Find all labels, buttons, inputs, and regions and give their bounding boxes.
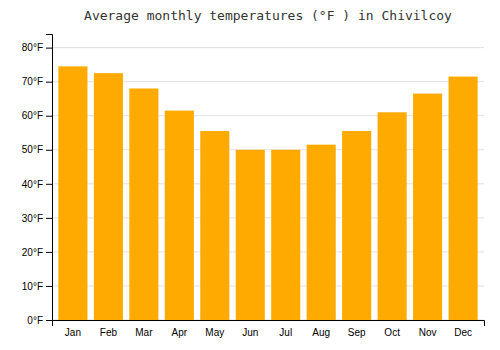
tick-label: Sep [348, 327, 366, 338]
bar [200, 131, 229, 320]
tick-mark [46, 48, 52, 49]
tick: 80°F [22, 42, 52, 53]
tick-label: Mar [135, 327, 153, 338]
tick-mark [46, 286, 52, 287]
bar [378, 112, 407, 320]
tick-label: 30°F [22, 213, 43, 224]
bar [94, 73, 123, 320]
bar [271, 150, 300, 320]
tick-label: 0°F [27, 315, 43, 326]
bars [58, 66, 477, 320]
tick: Jun [242, 327, 258, 338]
tick-mark [46, 82, 52, 83]
y-axis: 0°F 10°F 20°F 30°F 40°F 50°F 60°F 70°F 80°F [22, 35, 53, 326]
tick: Aug [312, 327, 330, 338]
tick-label: 40°F [22, 179, 43, 190]
tick: May [205, 327, 224, 338]
tick-label: Oct [384, 327, 400, 338]
bar [449, 77, 478, 320]
tick-label: 70°F [22, 76, 43, 87]
tick: Mar [135, 327, 153, 338]
title: Average monthly temperatures (°F ) in Ch… [84, 8, 452, 23]
tick-mark [46, 320, 52, 321]
bar [413, 94, 442, 320]
tick-label: Jun [242, 327, 258, 338]
tick: Feb [100, 327, 118, 338]
tick: 30°F [22, 213, 52, 224]
tick-label: 10°F [22, 281, 43, 292]
tick-label: 20°F [22, 247, 43, 258]
tick-label: Apr [172, 327, 188, 338]
tick-mark [46, 150, 52, 151]
tick-mark [46, 184, 52, 185]
axis-line [53, 321, 485, 327]
tick-mark [46, 218, 52, 219]
tick: Apr [172, 327, 188, 338]
bar [129, 88, 158, 320]
tick: Sep [348, 327, 366, 338]
tick-label: Nov [419, 327, 437, 338]
tick: 40°F [22, 179, 52, 190]
tick: Dec [454, 327, 472, 338]
chart: 0°F 10°F 20°F 30°F 40°F 50°F 60°F 70°F 80°F Jan Fe… [0, 0, 500, 350]
tick-label: Dec [454, 327, 472, 338]
tick-label: Feb [100, 327, 118, 338]
tick-label: Aug [312, 327, 330, 338]
plot: 0°F 10°F 20°F 30°F 40°F 50°F 60°F 70°F 80°F Jan Fe… [22, 35, 485, 339]
tick: Jul [279, 327, 292, 338]
axis-line [46, 35, 53, 321]
tick-label: 80°F [22, 42, 43, 53]
bar [165, 111, 194, 320]
tick-label: Jan [65, 327, 81, 338]
tick-mark [46, 116, 52, 117]
tick-mark [46, 252, 52, 253]
tick: 60°F [22, 110, 52, 121]
tick-label: 60°F [22, 110, 43, 121]
grid-line [52, 47, 484, 48]
tick: Oct [384, 327, 400, 338]
tick-label: 50°F [22, 144, 43, 155]
grid [52, 48, 484, 320]
tick: 20°F [22, 247, 52, 258]
tick: Jan [65, 327, 81, 338]
tick: 10°F [22, 281, 52, 292]
tick-label: Jul [279, 327, 292, 338]
bar [307, 145, 336, 320]
bar [236, 150, 265, 320]
tick: Nov [419, 327, 437, 338]
tick-label: May [205, 327, 224, 338]
tick: 70°F [22, 76, 52, 87]
tick: 50°F [22, 144, 52, 155]
bar [342, 131, 371, 320]
bar [58, 66, 87, 320]
x-axis: Jan Feb Mar Apr May Jun Jul Aug Sep Oct Nov Dec [53, 321, 485, 339]
tick: 0°F [27, 315, 52, 326]
